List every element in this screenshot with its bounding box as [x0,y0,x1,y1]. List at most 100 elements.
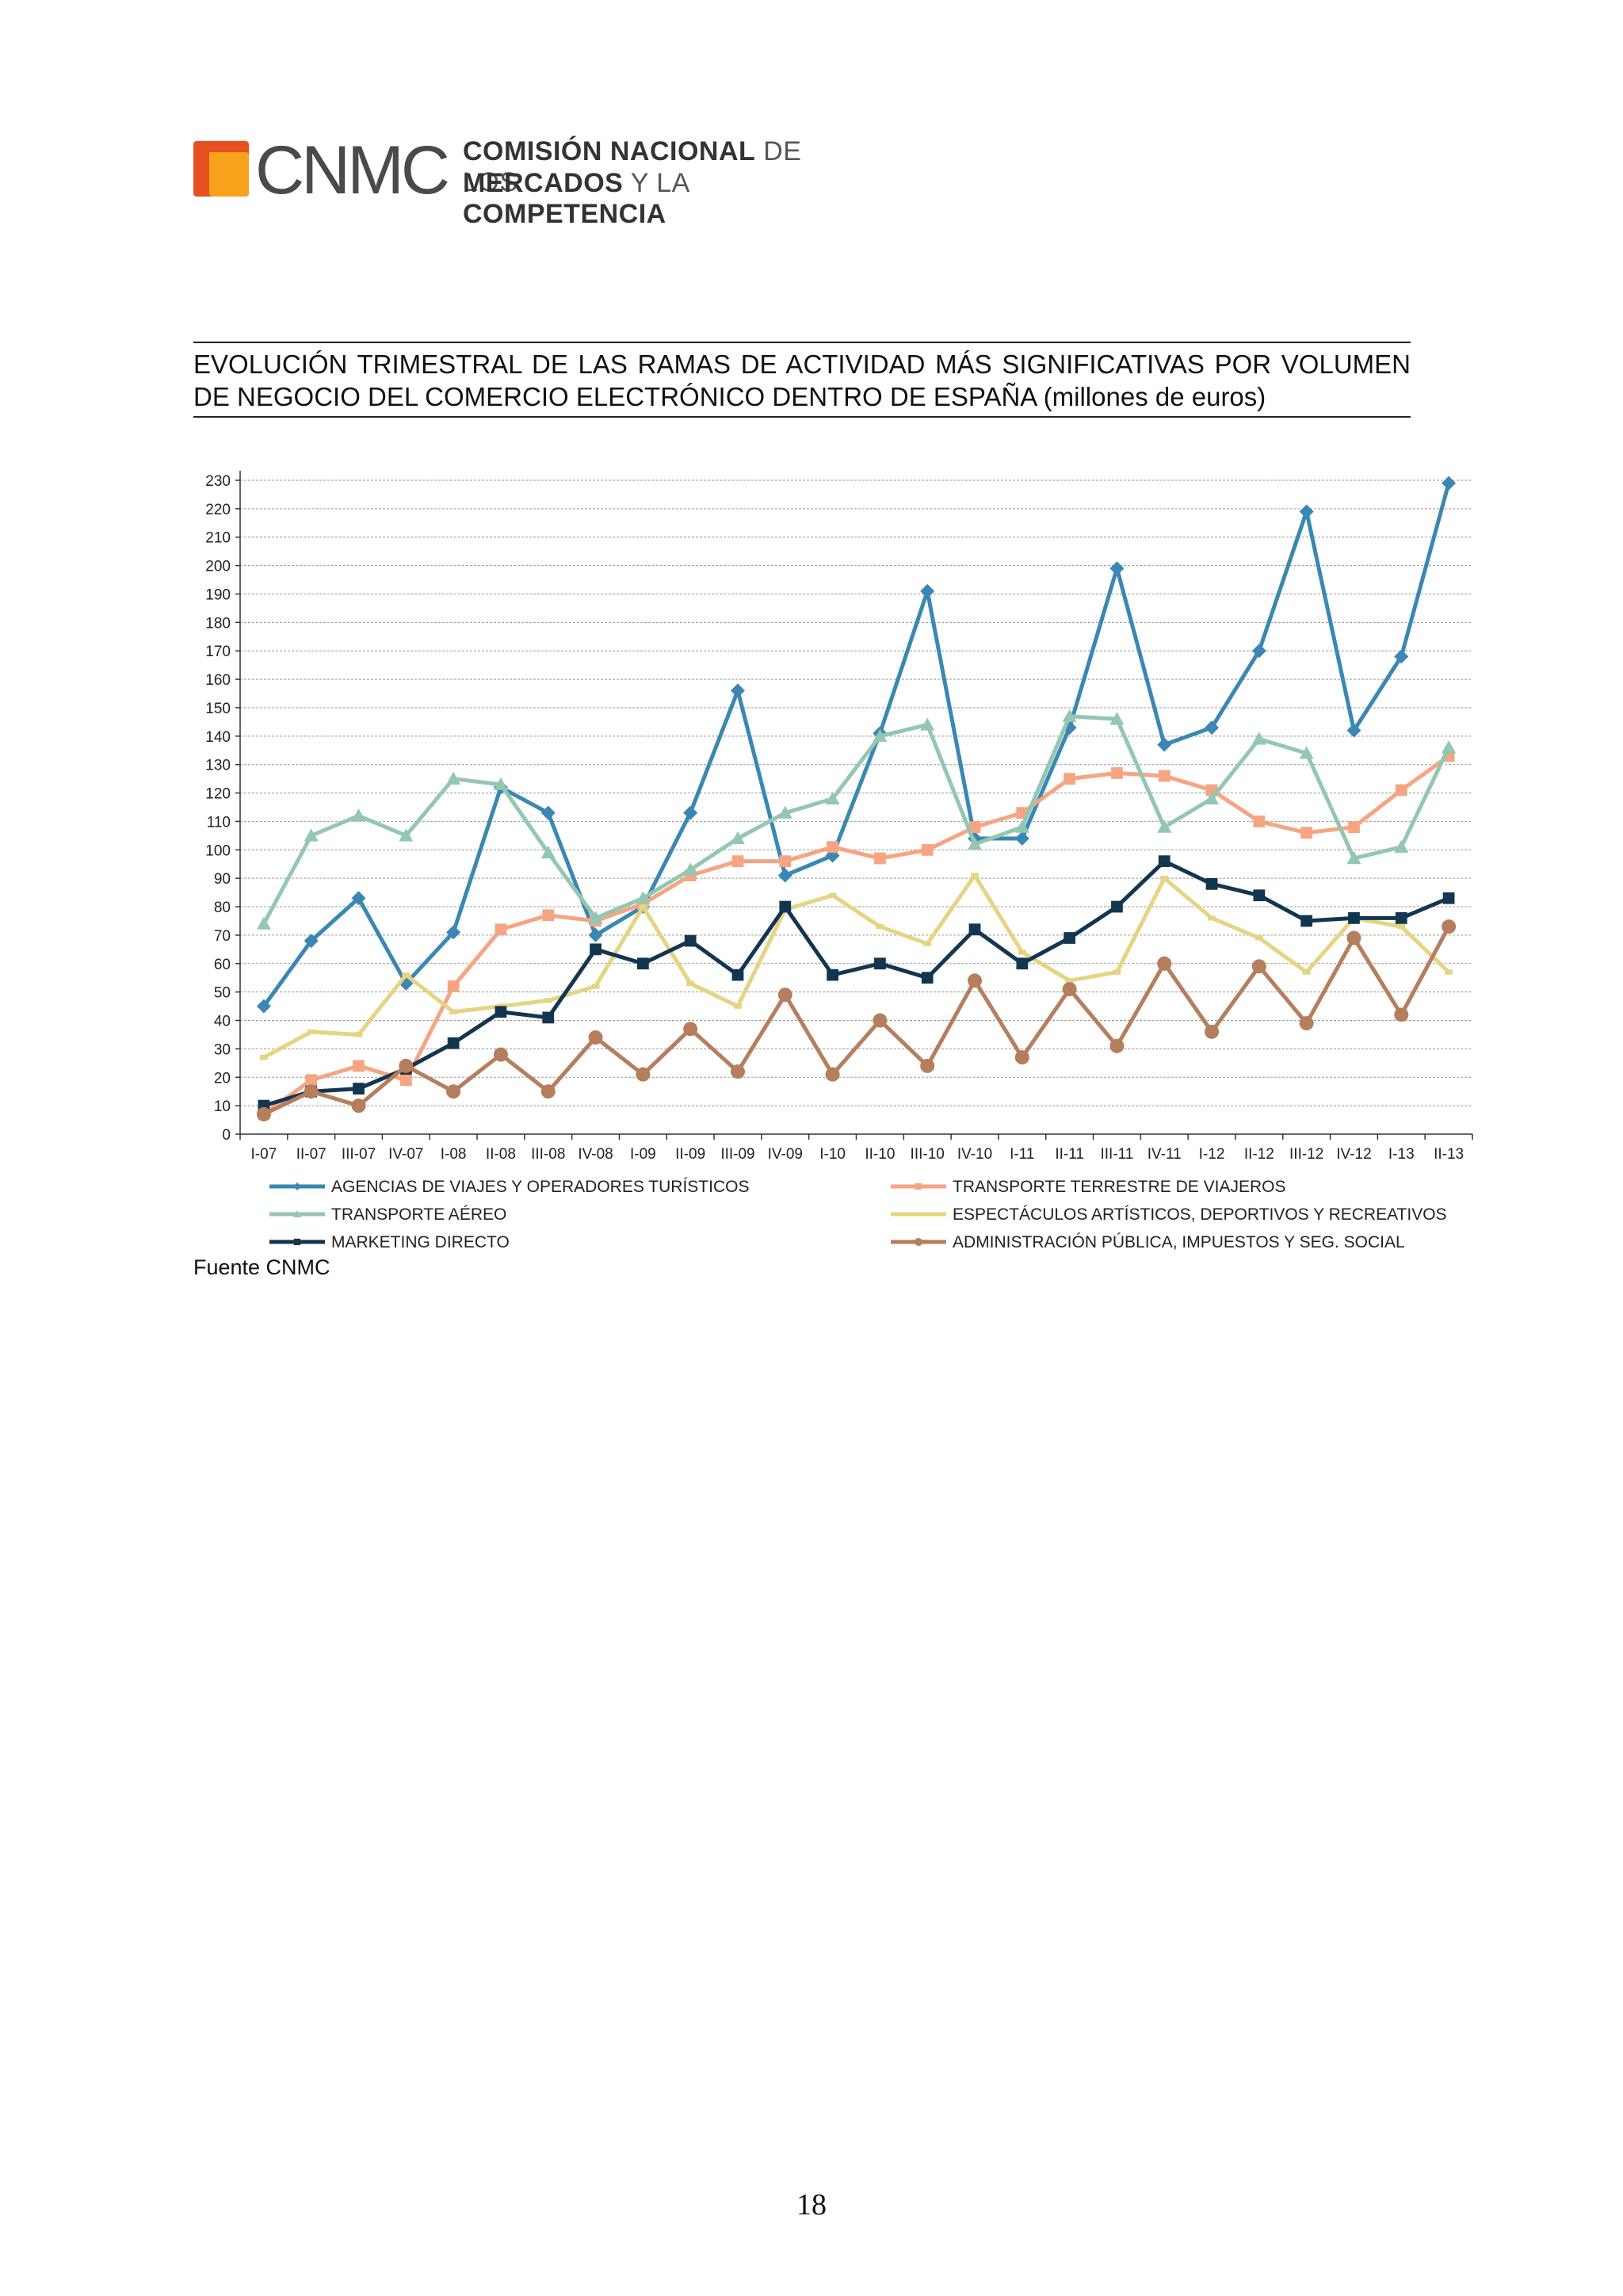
y-tick-label: 170 [205,644,231,660]
x-tick-label: IV-07 [388,1146,423,1163]
series-4 [258,855,1455,1112]
data-point [777,805,792,819]
x-tick-label: III-09 [720,1146,754,1163]
data-point [1394,649,1409,664]
x-tick-label: II-07 [296,1146,327,1163]
data-point [683,862,698,876]
data-point [1062,720,1077,735]
data-point [495,1006,507,1018]
data-point [304,1084,319,1099]
data-point [1065,978,1074,984]
data-point [730,831,745,845]
series-5 [256,919,1457,1121]
legend-label: ESPECTÁCULOS ARTÍSTICOS, DEPORTIVOS Y RE… [953,1205,1447,1224]
data-point [1062,709,1077,722]
data-point [827,841,838,854]
data-point [1299,504,1314,519]
data-point [1014,831,1029,846]
data-point [1111,767,1123,779]
data-point [825,791,840,804]
data-point [1016,957,1029,970]
x-tick-label: II-12 [1244,1146,1274,1163]
y-tick-label: 140 [205,729,231,746]
data-point [260,1055,268,1060]
data-point [779,900,792,913]
legend-item: AGENCIAS DE VIAJES Y OPERADORES TURÍSTIC… [269,1178,749,1196]
data-point [1394,839,1409,853]
data-point [495,923,507,936]
data-point [1253,889,1266,902]
y-tick-label: 220 [205,502,231,518]
data-point [1160,876,1169,881]
data-point [544,998,552,1003]
data-point [777,868,792,883]
data-point [1251,732,1266,745]
data-point [1254,935,1263,941]
data-point [1014,1050,1029,1065]
logo-line-1: COMISIÓN NACIONAL DE LOS [463,136,802,197]
data-point [353,1060,365,1072]
data-point [1113,969,1121,975]
data-point [1346,723,1361,738]
data-point [1158,855,1170,868]
y-tick-label: 100 [205,842,231,859]
data-point [1018,949,1026,955]
data-point [1158,770,1170,782]
series-line [262,714,1451,925]
data-point [921,972,934,984]
logo-wordmark: CNMC [255,132,450,208]
data-point [1300,915,1313,927]
y-tick-label: 120 [205,786,231,803]
x-tick-label: I-11 [1010,1146,1034,1163]
x-tick-label: III-12 [1289,1146,1323,1163]
series-line [262,873,1450,1060]
data-point [590,943,601,956]
x-tick-label: III-11 [1100,1146,1133,1163]
data-point [968,821,981,833]
data-point [777,988,792,1003]
y-tick-label: 110 [207,814,231,831]
data-point [1348,912,1360,924]
x-tick-label: IV-09 [768,1146,803,1163]
series-2 [256,709,1457,930]
x-tick-label: I-08 [441,1146,467,1163]
data-point [968,837,983,850]
data-point [1205,791,1220,804]
x-tick-label: I-12 [1199,1146,1225,1163]
data-point [446,925,461,940]
data-point [1299,746,1314,759]
page-number: 18 [796,2188,827,2222]
data-point [684,934,697,947]
data-point [399,1058,414,1073]
x-tick-label: II-13 [1434,1146,1464,1163]
y-tick-label: 190 [205,586,231,603]
data-point [923,941,932,946]
legend-label: MARKETING DIRECTO [331,1233,510,1251]
y-tick-label: 0 [222,1127,231,1144]
data-point [351,891,366,906]
x-tick-label: III-07 [342,1146,376,1163]
data-point [1346,930,1361,946]
cnmc-logo: CNMC COMISIÓN NACIONAL DE LOS MERCADOS Y… [193,132,827,229]
logo-mark-icon [193,141,249,197]
data-point [447,980,460,992]
data-point [1253,816,1266,827]
legend-item: MARKETING DIRECTO [269,1233,510,1251]
data-point [1205,877,1218,890]
data-point [540,805,556,820]
data-point [354,1032,363,1037]
series-line [262,925,1451,1117]
data-point [591,984,600,989]
legend-marker [293,1182,301,1190]
data-point [636,957,649,970]
data-point [1157,819,1172,833]
data-point [734,1003,742,1009]
data-point [1157,737,1172,752]
data-point [1205,720,1220,735]
data-point [447,1037,460,1049]
data-point [1014,819,1029,833]
data-point [731,968,744,981]
data-point [1442,740,1457,754]
y-tick-label: 210 [205,530,231,547]
data-point [968,973,983,988]
